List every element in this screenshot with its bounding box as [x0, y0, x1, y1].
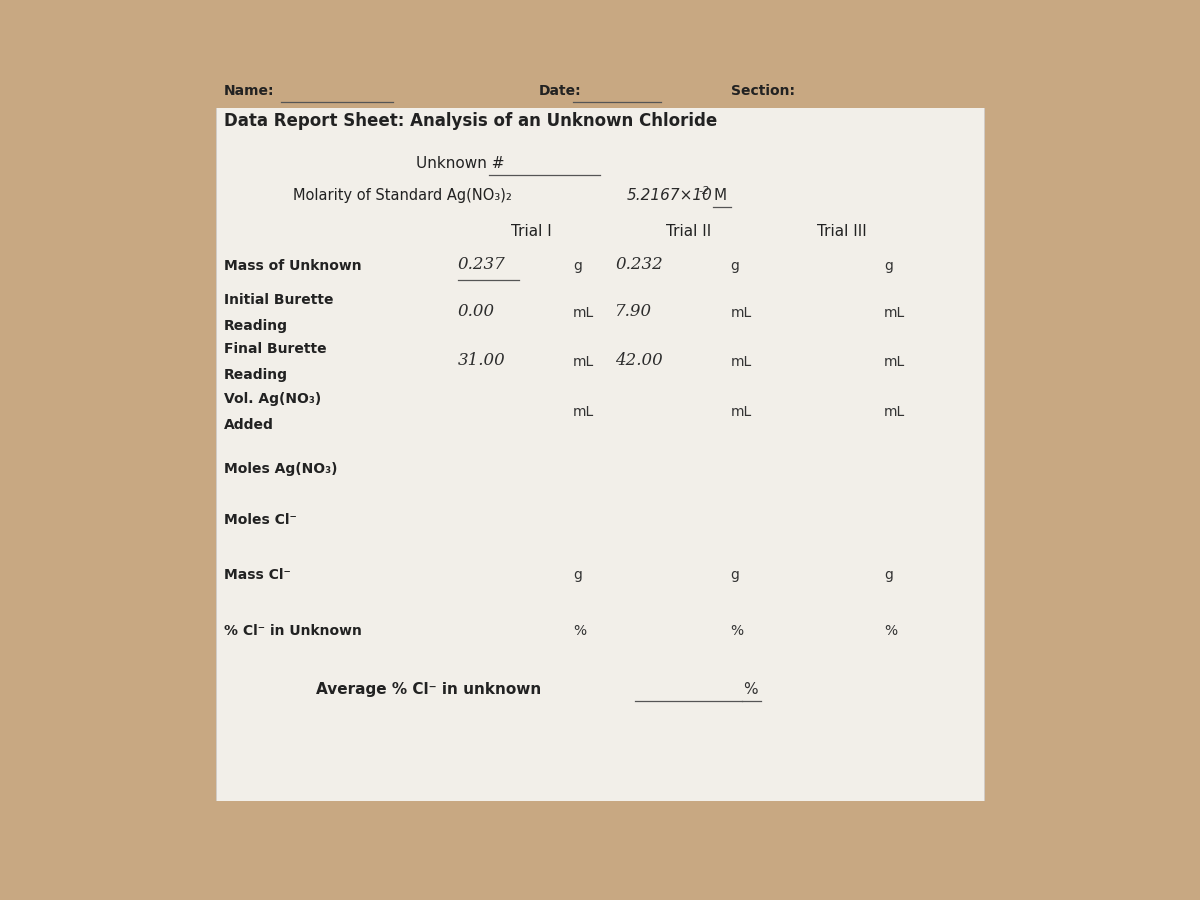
Text: Trial II: Trial II: [666, 224, 710, 239]
Text: 0.237: 0.237: [458, 256, 505, 274]
Text: Average % Cl⁻ in unknown: Average % Cl⁻ in unknown: [316, 682, 541, 697]
Text: Mass Cl⁻: Mass Cl⁻: [223, 568, 290, 582]
Text: mL: mL: [884, 405, 906, 419]
Text: -2: -2: [698, 185, 709, 195]
Text: 0.00: 0.00: [458, 303, 496, 320]
Text: Final Burette: Final Burette: [223, 342, 326, 356]
Text: Vol. Ag(NO₃): Vol. Ag(NO₃): [223, 392, 320, 406]
Text: 0.232: 0.232: [616, 256, 664, 274]
Text: g: g: [574, 259, 582, 274]
Text: Reading: Reading: [223, 368, 288, 382]
Text: % Cl⁻ in Unknown: % Cl⁻ in Unknown: [223, 624, 361, 638]
Text: Name:: Name:: [223, 84, 274, 97]
Text: mL: mL: [884, 355, 906, 369]
Text: mL: mL: [574, 306, 594, 320]
Bar: [216, 45, 984, 855]
Text: 5.2167×10: 5.2167×10: [626, 188, 713, 202]
Text: g: g: [884, 568, 893, 582]
Text: %: %: [731, 624, 744, 638]
Text: Added: Added: [223, 418, 274, 432]
Text: Date:: Date:: [539, 84, 581, 97]
Text: mL: mL: [731, 405, 752, 419]
Text: Molarity of Standard Ag(NO₃)₂: Molarity of Standard Ag(NO₃)₂: [293, 188, 511, 202]
Text: Reading: Reading: [223, 320, 288, 333]
Text: Section:: Section:: [731, 84, 794, 97]
Text: g: g: [574, 568, 582, 582]
Text: g: g: [731, 259, 739, 274]
Text: %: %: [743, 682, 757, 697]
Text: g: g: [884, 259, 893, 274]
Text: Initial Burette: Initial Burette: [223, 293, 334, 308]
Text: 31.00: 31.00: [458, 352, 505, 369]
Text: Trial I: Trial I: [510, 224, 551, 239]
Text: %: %: [884, 624, 898, 638]
Text: Mass of Unknown: Mass of Unknown: [223, 259, 361, 274]
Text: mL: mL: [574, 355, 594, 369]
Text: mL: mL: [574, 405, 594, 419]
Text: mL: mL: [731, 306, 752, 320]
Text: g: g: [731, 568, 739, 582]
Text: Unknown #: Unknown #: [415, 156, 504, 171]
Text: Data Report Sheet: Analysis of an Unknown Chloride: Data Report Sheet: Analysis of an Unknow…: [223, 112, 716, 130]
Text: Moles Ag(NO₃): Moles Ag(NO₃): [223, 462, 337, 476]
Text: mL: mL: [884, 306, 906, 320]
Text: Trial III: Trial III: [817, 224, 866, 239]
Text: 7.90: 7.90: [616, 303, 653, 320]
Text: mL: mL: [731, 355, 752, 369]
Text: M: M: [714, 188, 727, 202]
Text: %: %: [574, 624, 587, 638]
Text: 42.00: 42.00: [616, 352, 664, 369]
Text: Moles Cl⁻: Moles Cl⁻: [223, 513, 296, 526]
